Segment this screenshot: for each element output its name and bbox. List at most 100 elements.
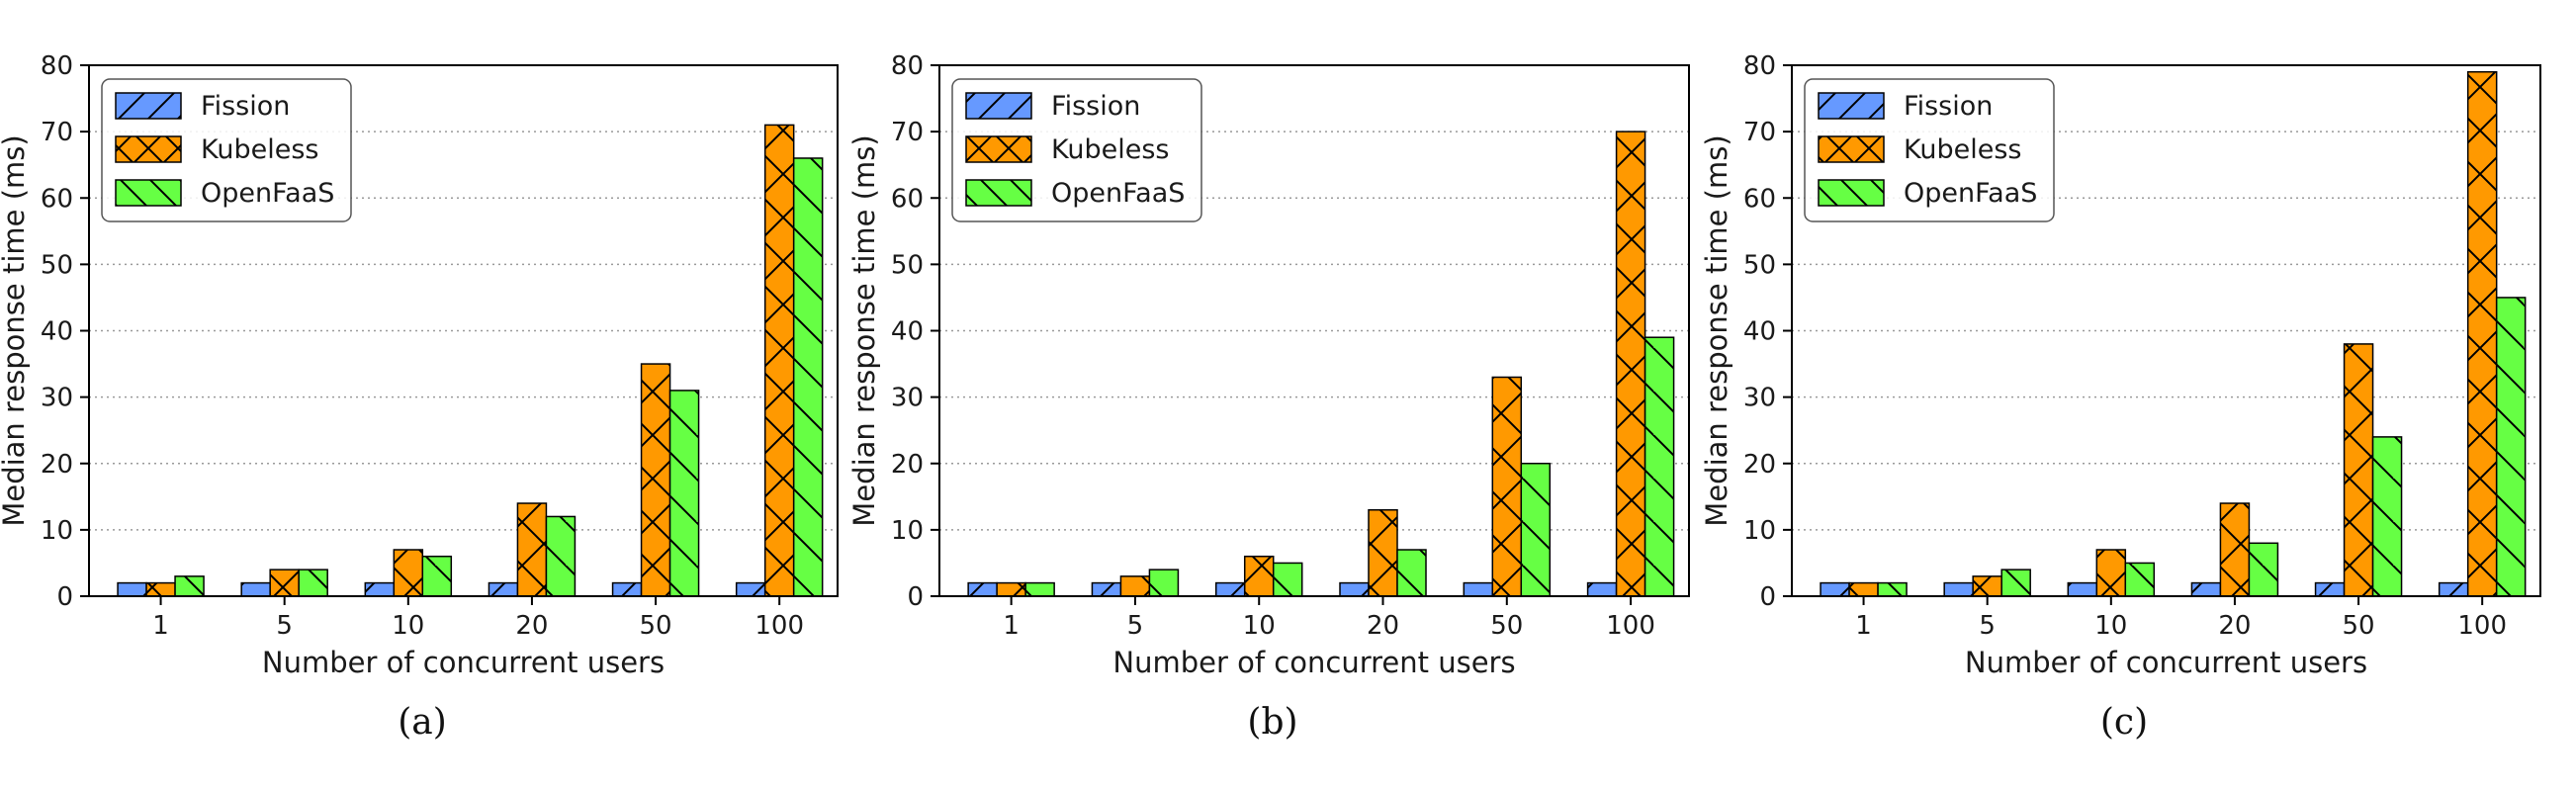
bar-openfaas-1 xyxy=(174,575,205,597)
legend-swatch-kubeless xyxy=(115,135,182,163)
bar-openfaas-100 xyxy=(2495,297,2527,597)
y-tick-label: 20 xyxy=(891,450,924,480)
bar-kubeless-5 xyxy=(269,569,300,597)
y-tick-label: 80 xyxy=(1743,51,1776,81)
bar-openfaas-20 xyxy=(545,515,577,597)
bar-fission-5 xyxy=(1091,581,1122,597)
bar-fission-10 xyxy=(1214,581,1246,597)
x-tick-label: 20 xyxy=(515,611,548,641)
x-tick-label: 1 xyxy=(1855,611,1872,641)
bar-openfaas-10 xyxy=(1272,562,1303,597)
x-tick-label: 10 xyxy=(1243,611,1276,641)
bar-openfaas-50 xyxy=(668,390,700,597)
x-tick-label: 20 xyxy=(1367,611,1399,641)
bar-fission-10 xyxy=(2067,581,2098,597)
x-axis-label: Number of concurrent users xyxy=(1965,646,2367,679)
y-tick-label: 20 xyxy=(1743,450,1776,480)
y-axis-label: Median response time (ms) xyxy=(847,134,881,526)
bar-fission-10 xyxy=(364,581,396,597)
x-tick-label: 5 xyxy=(276,611,293,641)
y-tick-label: 0 xyxy=(56,582,73,612)
bar-fission-20 xyxy=(2190,581,2222,597)
bar-kubeless-20 xyxy=(2219,502,2251,597)
legend-swatch-fission xyxy=(1818,92,1885,120)
chart-panel-a: 0 10 20 30 40 50 60 70 80 1 5 10 20 50 100 Number of co… xyxy=(0,51,839,743)
y-tick-label: 60 xyxy=(891,184,924,214)
bar-openfaas-1 xyxy=(1877,581,1908,597)
legend-swatch-kubeless xyxy=(1818,135,1885,163)
bar-kubeless-10 xyxy=(2095,549,2127,597)
bar-openfaas-5 xyxy=(298,569,328,597)
chart-panel-b: 0 10 20 30 40 50 60 70 80 1 5 10 20 50 100 Number of co… xyxy=(847,51,1690,743)
bar-openfaas-10 xyxy=(2124,562,2156,597)
legend: Fission Kubeless OpenFaaS xyxy=(101,78,352,222)
bar-fission-100 xyxy=(2438,581,2469,597)
bar-openfaas-50 xyxy=(1520,463,1552,597)
y-tick-label: 10 xyxy=(891,516,924,546)
bar-kubeless-1 xyxy=(996,581,1026,597)
x-tick-label: 5 xyxy=(1979,611,1996,641)
y-tick-label: 40 xyxy=(41,317,73,347)
bar-fission-100 xyxy=(1586,581,1618,597)
bar-openfaas-20 xyxy=(1396,549,1427,597)
legend: Fission Kubeless OpenFaaS xyxy=(1804,78,2055,222)
bar-openfaas-10 xyxy=(421,555,453,597)
y-tick-label: 30 xyxy=(891,384,924,413)
bar-fission-5 xyxy=(240,581,271,597)
panel-caption: (c) xyxy=(2100,702,2148,743)
bar-kubeless-50 xyxy=(1491,376,1523,597)
legend-label-fission: Fission xyxy=(201,91,290,122)
y-tick-label: 40 xyxy=(891,317,924,347)
bar-fission-50 xyxy=(1463,581,1494,597)
x-axis-label: Number of concurrent users xyxy=(1112,646,1515,679)
y-tick-label: 50 xyxy=(891,250,924,280)
bar-fission-50 xyxy=(2314,581,2346,597)
bar-kubeless-20 xyxy=(1368,508,1398,597)
y-tick-label: 50 xyxy=(41,250,73,280)
bar-kubeless-100 xyxy=(763,124,795,597)
y-tick-label: 60 xyxy=(41,184,73,214)
plot-frame xyxy=(88,64,839,597)
legend-swatch-openfaas xyxy=(965,179,1032,207)
x-tick-label: 100 xyxy=(1606,611,1655,641)
legend-label-kubeless: Kubeless xyxy=(1051,134,1169,165)
y-tick-label: 10 xyxy=(1743,516,1776,546)
bar-kubeless-5 xyxy=(1119,575,1151,597)
x-tick-label: 50 xyxy=(640,611,672,641)
legend-label-fission: Fission xyxy=(1051,91,1140,122)
bar-openfaas-50 xyxy=(2371,436,2403,597)
legend-swatch-kubeless xyxy=(965,135,1032,163)
bar-openfaas-1 xyxy=(1024,581,1055,597)
legend-swatch-fission xyxy=(115,92,182,120)
legend-label-openfaas: OpenFaaS xyxy=(1904,178,2037,209)
x-axis-label: Number of concurrent users xyxy=(262,646,665,679)
bar-fission-50 xyxy=(611,581,643,597)
legend-label-kubeless: Kubeless xyxy=(1904,134,2021,165)
bar-kubeless-100 xyxy=(1615,131,1646,597)
x-tick-label: 100 xyxy=(755,611,804,641)
legend-label-openfaas: OpenFaaS xyxy=(1051,178,1185,209)
y-tick-label: 0 xyxy=(1759,582,1776,612)
bar-openfaas-100 xyxy=(792,157,824,597)
x-tick-label: 50 xyxy=(1490,611,1523,641)
bar-fission-5 xyxy=(1943,581,1974,597)
legend-swatch-fission xyxy=(965,92,1032,120)
y-tick-label: 70 xyxy=(1743,118,1776,147)
x-tick-label: 1 xyxy=(1003,611,1020,641)
bar-fission-1 xyxy=(1820,581,1850,597)
plot-frame xyxy=(1791,64,2541,597)
bar-openfaas-5 xyxy=(2000,569,2031,597)
x-tick-label: 100 xyxy=(2457,611,2507,641)
chart-panel-c: 0 10 20 30 40 50 60 70 80 1 5 10 20 50 100 Number of co… xyxy=(1700,51,2541,743)
x-tick-label: 5 xyxy=(1127,611,1144,641)
y-tick-label: 40 xyxy=(1743,317,1776,347)
plot-frame xyxy=(938,64,1690,597)
bar-openfaas-20 xyxy=(2248,542,2279,597)
y-tick-label: 70 xyxy=(41,118,73,147)
panel-caption: (b) xyxy=(1247,702,1297,743)
x-tick-label: 1 xyxy=(152,611,169,641)
x-tick-label: 10 xyxy=(392,611,424,641)
bar-fission-20 xyxy=(1339,581,1370,597)
legend: Fission Kubeless OpenFaaS xyxy=(951,78,1202,222)
legend-swatch-openfaas xyxy=(1818,179,1885,207)
